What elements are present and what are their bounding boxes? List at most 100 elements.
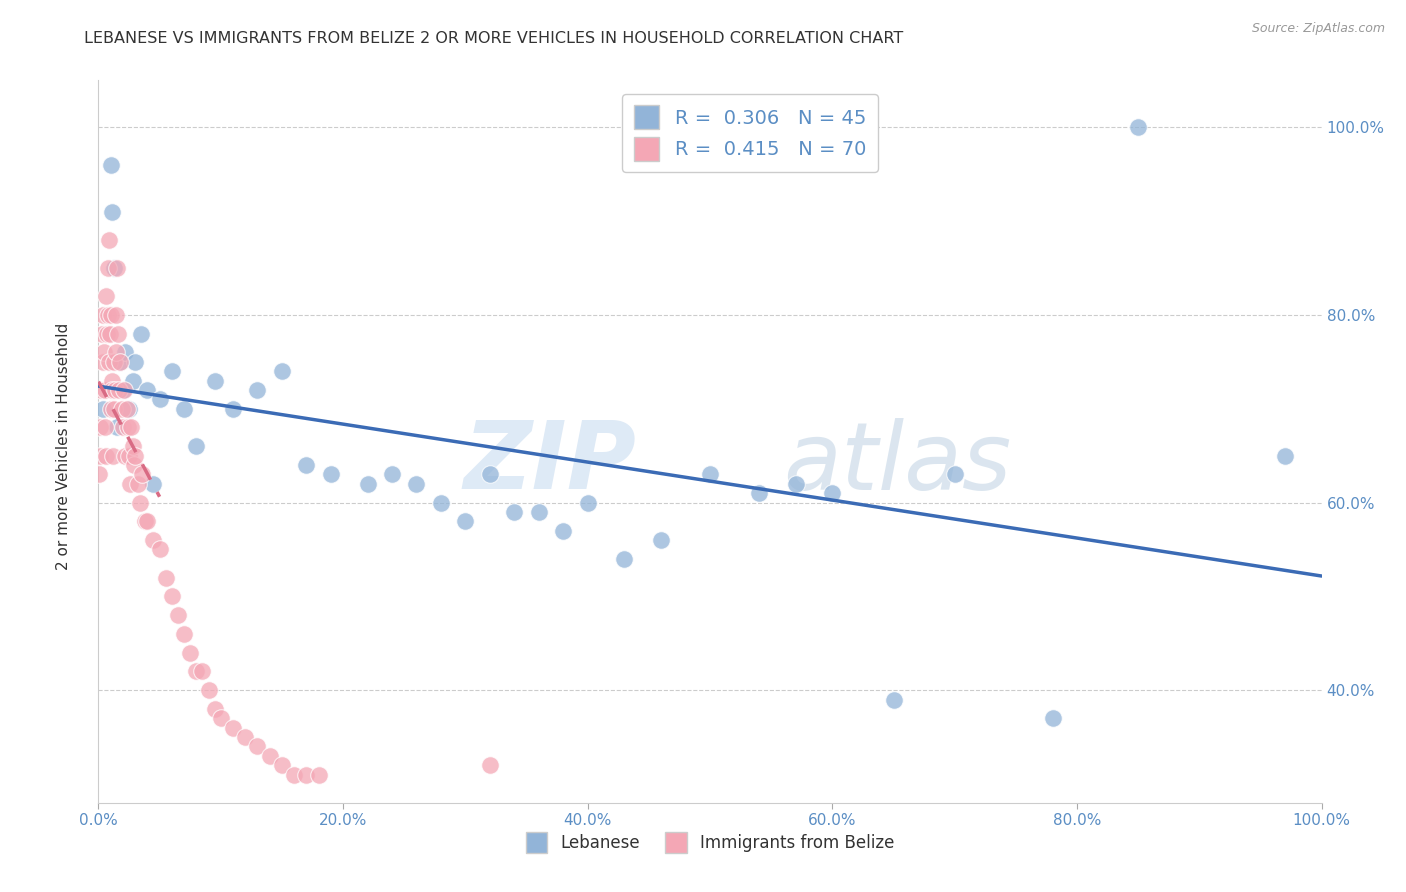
Point xyxy=(197,683,219,698)
Point xyxy=(173,627,195,641)
Point xyxy=(883,692,905,706)
Point xyxy=(98,326,121,341)
Point xyxy=(295,458,318,472)
Point xyxy=(270,364,294,378)
Point xyxy=(283,767,305,781)
Point xyxy=(204,374,226,388)
Point xyxy=(122,458,145,472)
Point xyxy=(115,401,138,416)
Point xyxy=(97,260,120,275)
Point xyxy=(100,308,122,322)
Point xyxy=(134,514,156,528)
Point xyxy=(101,449,124,463)
Legend: Lebanese, Immigrants from Belize: Lebanese, Immigrants from Belize xyxy=(519,826,901,860)
Point xyxy=(101,383,124,397)
Point xyxy=(118,401,141,416)
Point xyxy=(110,355,132,369)
Point xyxy=(478,758,501,772)
Text: Source: ZipAtlas.com: Source: ZipAtlas.com xyxy=(1251,22,1385,36)
Point xyxy=(613,551,636,566)
Point xyxy=(100,401,122,416)
Point xyxy=(105,260,128,275)
Point xyxy=(209,711,232,725)
Point xyxy=(748,486,770,500)
Point xyxy=(93,420,115,434)
Point xyxy=(98,355,121,369)
Point xyxy=(246,739,269,754)
Point xyxy=(94,383,117,397)
Point xyxy=(259,748,281,763)
Point xyxy=(454,514,477,528)
Point xyxy=(699,467,721,482)
Point xyxy=(576,495,599,509)
Point xyxy=(149,542,172,557)
Point xyxy=(127,476,149,491)
Point xyxy=(91,355,114,369)
Point xyxy=(91,326,114,341)
Point xyxy=(105,420,128,434)
Point xyxy=(478,467,501,482)
Text: 2 or more Vehicles in Household: 2 or more Vehicles in Household xyxy=(56,322,70,570)
Point xyxy=(120,476,142,491)
Point xyxy=(100,158,122,172)
Point xyxy=(527,505,550,519)
Point xyxy=(93,345,115,359)
Point xyxy=(356,476,378,491)
Point xyxy=(124,355,146,369)
Point xyxy=(155,571,177,585)
Point xyxy=(160,364,183,378)
Point xyxy=(96,289,118,303)
Point xyxy=(186,439,208,453)
Point xyxy=(553,524,575,538)
Point xyxy=(87,467,110,482)
Point xyxy=(112,383,135,397)
Point xyxy=(943,467,966,482)
Point xyxy=(136,514,159,528)
Point xyxy=(124,449,146,463)
Point xyxy=(129,495,152,509)
Point xyxy=(191,665,214,679)
Point xyxy=(96,326,118,341)
Point xyxy=(101,374,124,388)
Point xyxy=(105,308,128,322)
Point xyxy=(97,308,120,322)
Point xyxy=(89,449,111,463)
Point xyxy=(94,449,117,463)
Point xyxy=(110,355,132,369)
Point xyxy=(308,767,330,781)
Point xyxy=(91,401,114,416)
Text: ZIP: ZIP xyxy=(464,417,637,509)
Point xyxy=(142,476,165,491)
Point xyxy=(167,608,190,623)
Point xyxy=(650,533,672,547)
Point xyxy=(233,730,256,744)
Point xyxy=(91,308,114,322)
Point xyxy=(118,449,141,463)
Point xyxy=(405,476,427,491)
Point xyxy=(430,495,453,509)
Point xyxy=(204,702,226,716)
Point xyxy=(1128,120,1150,135)
Point xyxy=(270,758,294,772)
Point xyxy=(111,401,134,416)
Point xyxy=(160,590,183,604)
Point xyxy=(104,345,127,359)
Text: LEBANESE VS IMMIGRANTS FROM BELIZE 2 OR MORE VEHICLES IN HOUSEHOLD CORRELATION C: LEBANESE VS IMMIGRANTS FROM BELIZE 2 OR … xyxy=(84,31,904,46)
Point xyxy=(101,204,124,219)
Point xyxy=(222,721,245,735)
Point xyxy=(136,383,159,397)
Point xyxy=(1274,449,1296,463)
Point xyxy=(114,345,136,359)
Point xyxy=(121,439,143,453)
Point xyxy=(103,260,125,275)
Point xyxy=(186,665,208,679)
Point xyxy=(120,420,142,434)
Point xyxy=(108,383,131,397)
Point xyxy=(179,646,201,660)
Point xyxy=(103,401,125,416)
Point xyxy=(111,383,134,397)
Point xyxy=(295,767,318,781)
Point xyxy=(319,467,342,482)
Point xyxy=(149,392,172,407)
Point xyxy=(97,233,120,247)
